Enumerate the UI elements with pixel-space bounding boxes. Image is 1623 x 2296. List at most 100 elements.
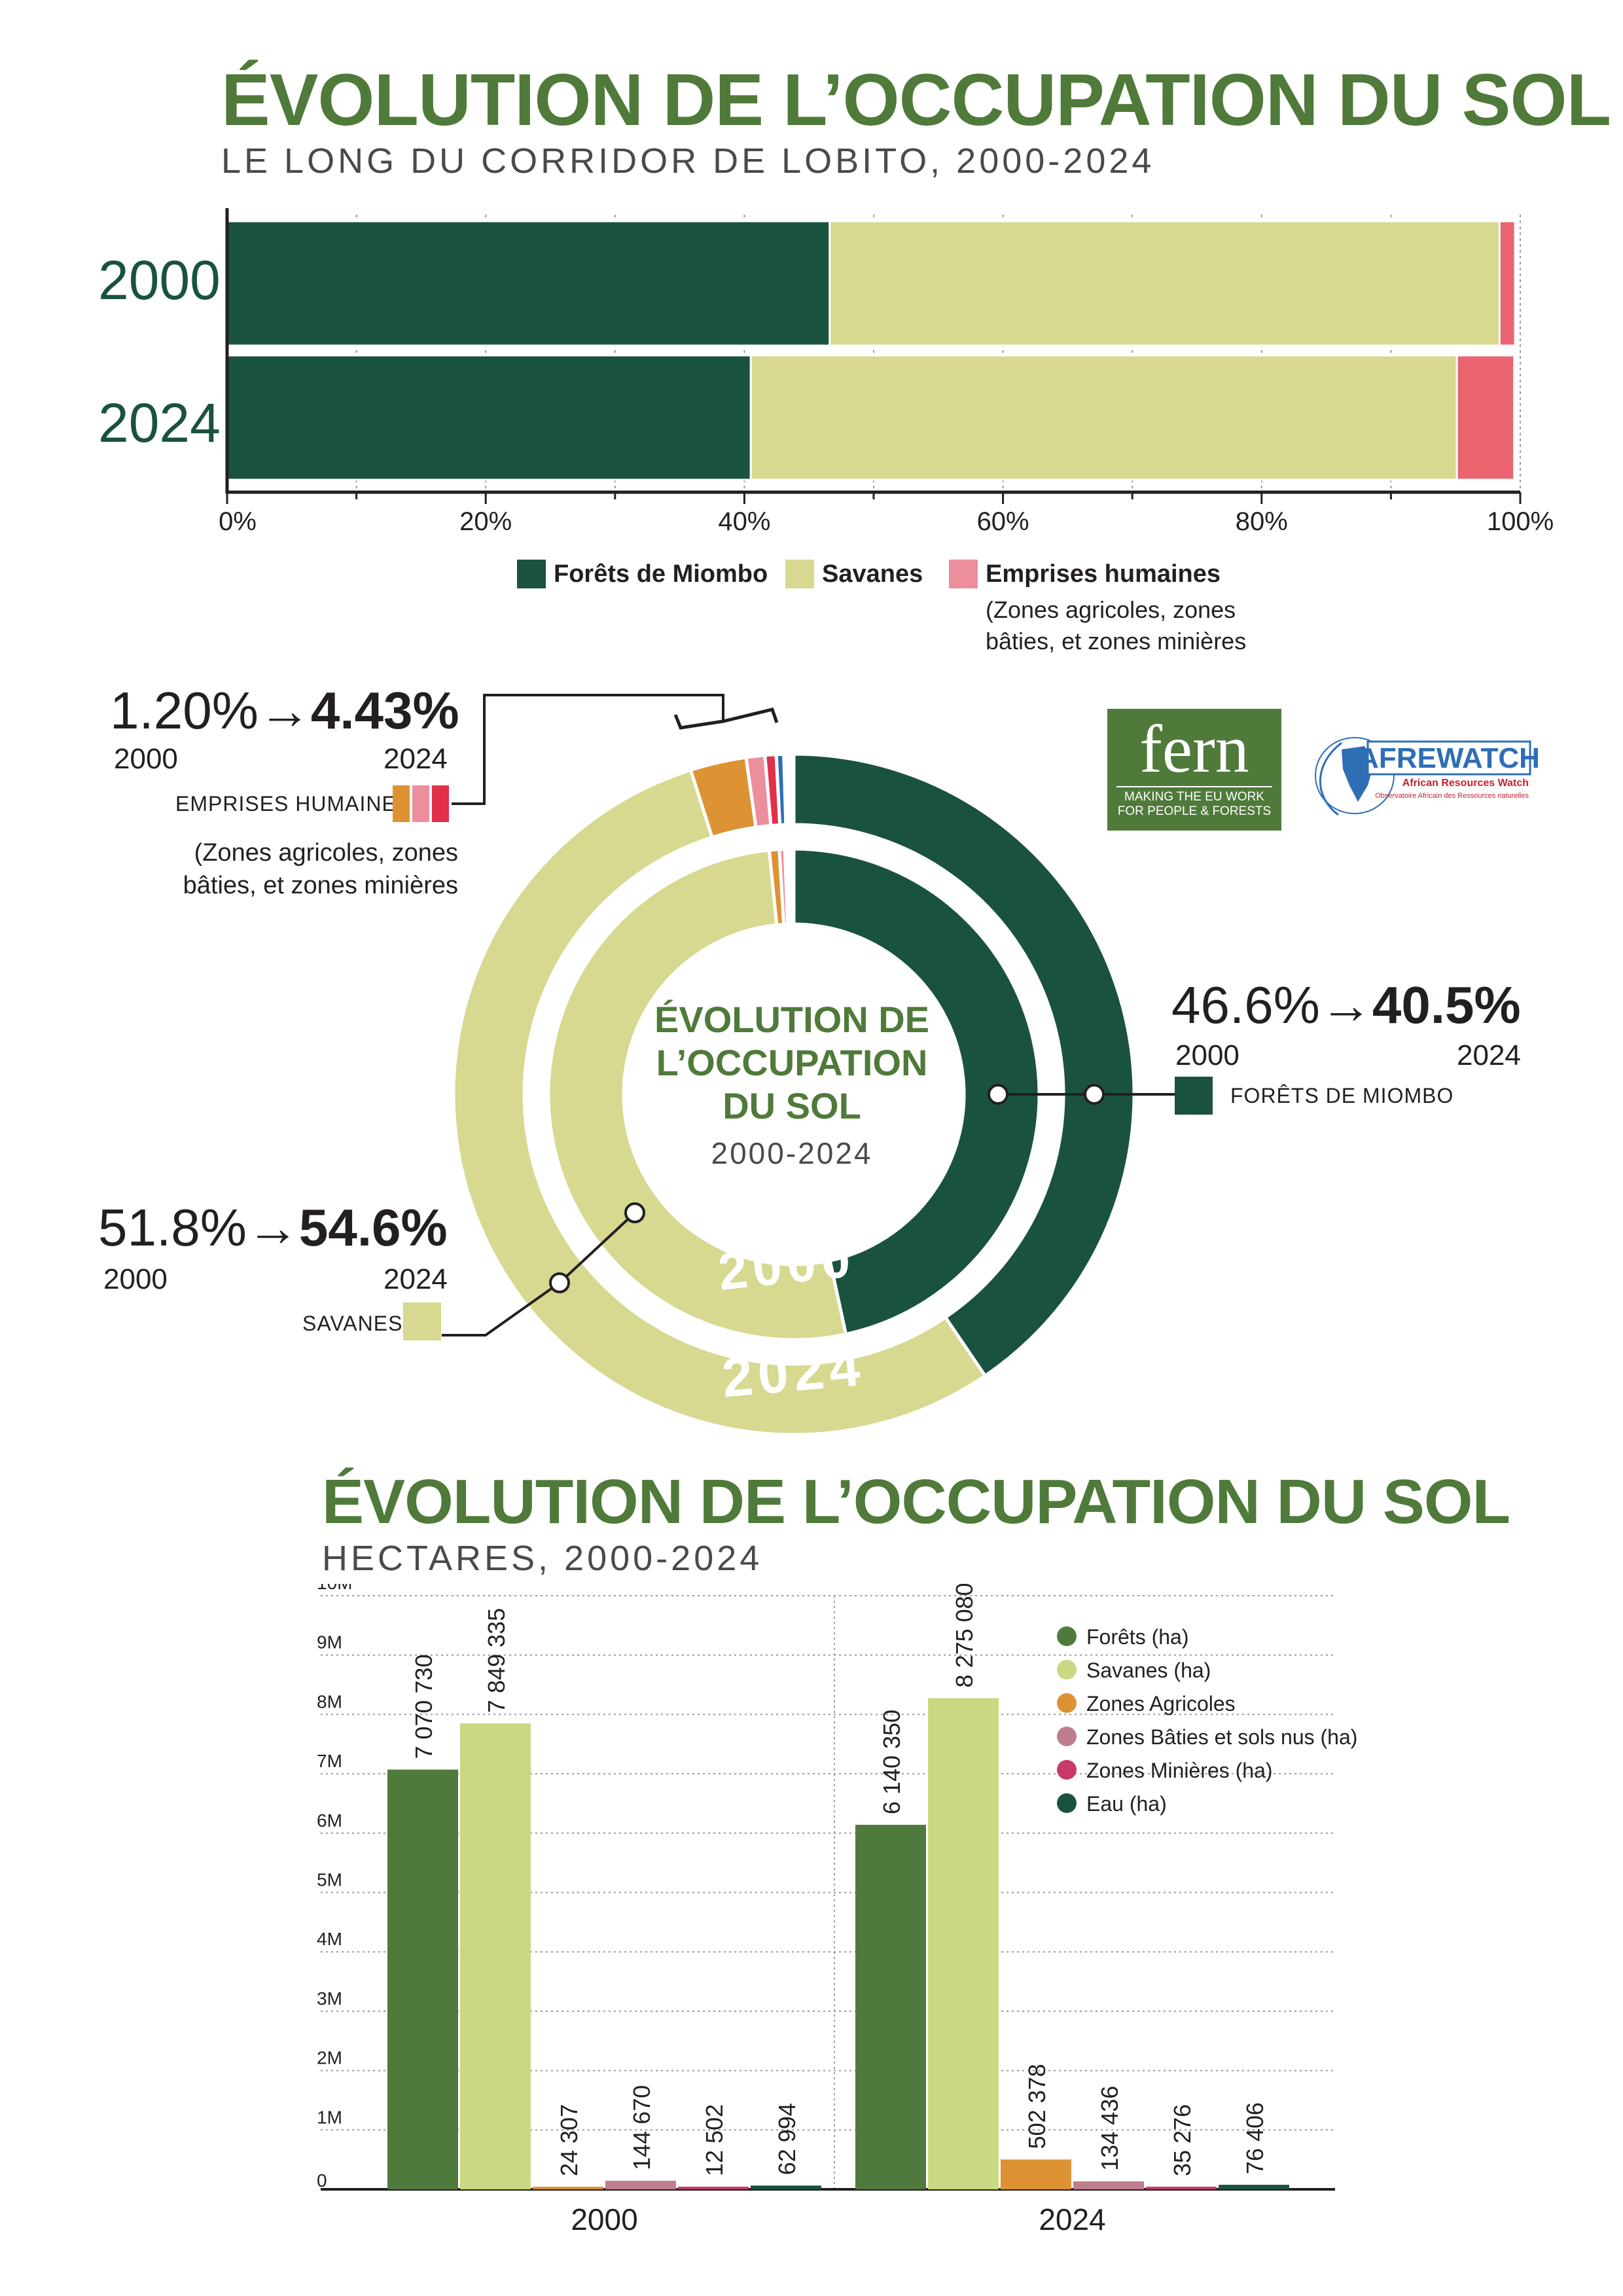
donut-center-line1: ÉVOLUTION DE <box>654 999 930 1040</box>
forest-label: FORÊTS DE MIOMBO <box>1230 1084 1454 1107</box>
savanna-callout-dot-inner <box>624 1202 645 1223</box>
savanna-callout-line <box>442 1211 636 1336</box>
data-label: 24 307 <box>556 2104 582 2176</box>
data-label: 8 275 080 <box>951 1584 978 1687</box>
legend-dot <box>1057 1693 1077 1713</box>
afrewatch-globe-arc <box>1319 742 1342 816</box>
legend-human-note: (Zones agricoles, zones bâties, et zones… <box>986 596 1247 655</box>
human-swatch-agri <box>393 785 410 822</box>
legend-label: Forêts (ha) <box>1086 1625 1188 1649</box>
x-tick-label: 40% <box>718 507 770 536</box>
page-subtitle: LE LONG DU CORRIDOR DE LOBITO, 2000-2024 <box>221 141 1155 181</box>
donut-center-title: ÉVOLUTION DE L’OCCUPATION DU SOL <box>628 998 955 1128</box>
data-bar <box>533 2187 603 2189</box>
data-label: 35 276 <box>1169 2104 1196 2176</box>
forest-year-to: 2024 <box>1457 1039 1521 1071</box>
data-label: 134 436 <box>1096 2086 1123 2171</box>
y-tick-label: 1M <box>317 2107 342 2127</box>
legend-swatch-savanna <box>785 560 814 588</box>
donut-slice-savanna-2024 <box>452 768 988 1437</box>
data-label: 502 378 <box>1024 2064 1050 2149</box>
y-tick-label: 8M <box>317 1691 342 1712</box>
human-year-to: 2024 <box>383 743 448 775</box>
y-tick-label: 0 <box>317 2170 327 2191</box>
legend-label: Zones Minières (ha) <box>1086 1759 1273 1782</box>
savanna-year-from: 2000 <box>103 1263 168 1295</box>
donut-chart: 2000 2024 <box>442 694 1175 1437</box>
fern-tag-line2: FOR PEOPLE & FORESTS <box>1117 804 1272 818</box>
donut-slice-human-2024 <box>774 752 788 827</box>
y-tick-label: 4M <box>317 1929 342 1949</box>
donut-slice-forest-2000 <box>792 847 1041 1336</box>
forest-to: 40.5% <box>1372 976 1521 1034</box>
y-tick-label: 2M <box>317 2048 342 2068</box>
data-label: 6 140 350 <box>878 1710 905 1814</box>
afrewatch-globe <box>1315 737 1395 814</box>
savanna-label: SAVANES <box>302 1312 403 1335</box>
data-bar <box>1146 2187 1217 2189</box>
human-swatch-built <box>412 785 429 822</box>
y-tick-label: 3M <box>317 1988 342 2009</box>
data-label: 62 994 <box>774 2103 800 2175</box>
bar-segment <box>226 354 752 481</box>
data-bar <box>855 1825 926 2189</box>
donut-slice-savanna-2000 <box>546 848 848 1342</box>
x-tick-label: 60% <box>977 507 1029 536</box>
human-year-from: 2000 <box>114 743 178 775</box>
forest-callout-dot-inner <box>988 1084 1008 1105</box>
x-category-label: 2024 <box>1039 2202 1105 2236</box>
human-callout-line <box>452 694 724 805</box>
data-label: 76 406 <box>1241 2102 1268 2174</box>
human-label: EMPRISES HUMAINES <box>175 792 412 816</box>
data-label: 12 502 <box>701 2104 728 2176</box>
bar-segment <box>1455 354 1516 481</box>
section2-subtitle: HECTARES, 2000-2024 <box>322 1539 763 1578</box>
legend-swatch-forest <box>517 560 546 588</box>
data-bar <box>605 2180 676 2189</box>
legend-label: Eau (ha) <box>1086 1792 1167 1816</box>
y-tick-label: 5M <box>317 1870 342 1890</box>
human-from: 1.20% <box>110 681 259 740</box>
x-tick-label: 20% <box>459 507 512 536</box>
data-bar <box>928 1698 999 2189</box>
y-tick-label: 9M <box>317 1632 342 1653</box>
ring-label-2024: 2024 <box>719 1335 867 1409</box>
legend-dot <box>1057 1793 1077 1813</box>
forest-arrow: → <box>1319 976 1372 1034</box>
legend-dot <box>1057 1760 1077 1780</box>
forest-swatch <box>1175 1077 1213 1115</box>
human-note-line2: bâties, et zones minières <box>183 872 458 899</box>
legend-label-human: Emprises humaines <box>986 560 1221 588</box>
data-bar <box>678 2187 749 2189</box>
fern-logo: fern MAKING THE EU WORK FOR PEOPLE & FOR… <box>1107 709 1281 831</box>
bar-segment <box>829 220 1501 347</box>
data-bar <box>460 1723 531 2189</box>
data-bar <box>387 1769 458 2189</box>
legend-swatch-human <box>949 560 978 588</box>
x-tick-label: 80% <box>1236 507 1288 536</box>
forest-year-from: 2000 <box>1175 1039 1240 1071</box>
donut-center-line2: L’OCCUPATION <box>656 1042 928 1083</box>
data-label: 7 070 730 <box>410 1655 437 1759</box>
y-tick-label: 10M <box>317 1584 352 1593</box>
x-category-label: 2000 <box>571 2202 637 2236</box>
donut-center-years: 2000-2024 <box>711 1136 873 1170</box>
x-tick-label: 0% <box>219 507 257 536</box>
human-note-line1: (Zones agricoles, zones <box>194 839 458 867</box>
legend-dot <box>1057 1626 1077 1646</box>
data-bar <box>1073 2181 1144 2189</box>
legend-label: Zones Agricoles <box>1086 1692 1236 1715</box>
savanna-callout-dot-outer <box>549 1272 570 1293</box>
forest-callout-dot-outer <box>1084 1084 1105 1105</box>
forest-from: 46.6% <box>1171 976 1320 1034</box>
savanna-year-to: 2024 <box>383 1263 448 1295</box>
afrewatch-word: AFREWATCH <box>1358 742 1540 774</box>
data-label: 7 849 335 <box>483 1608 510 1713</box>
human-swatch-mining <box>432 785 449 822</box>
y-tick-label: 6M <box>317 1810 342 1831</box>
savanna-from: 51.8% <box>98 1198 247 1257</box>
donut-slice-human-2000 <box>783 847 792 926</box>
y-tick-label: 7M <box>317 1751 342 1771</box>
forest-stat: 46.6%→40.5% <box>1171 975 1521 1035</box>
donut-center-line3: DU SOL <box>722 1085 861 1126</box>
